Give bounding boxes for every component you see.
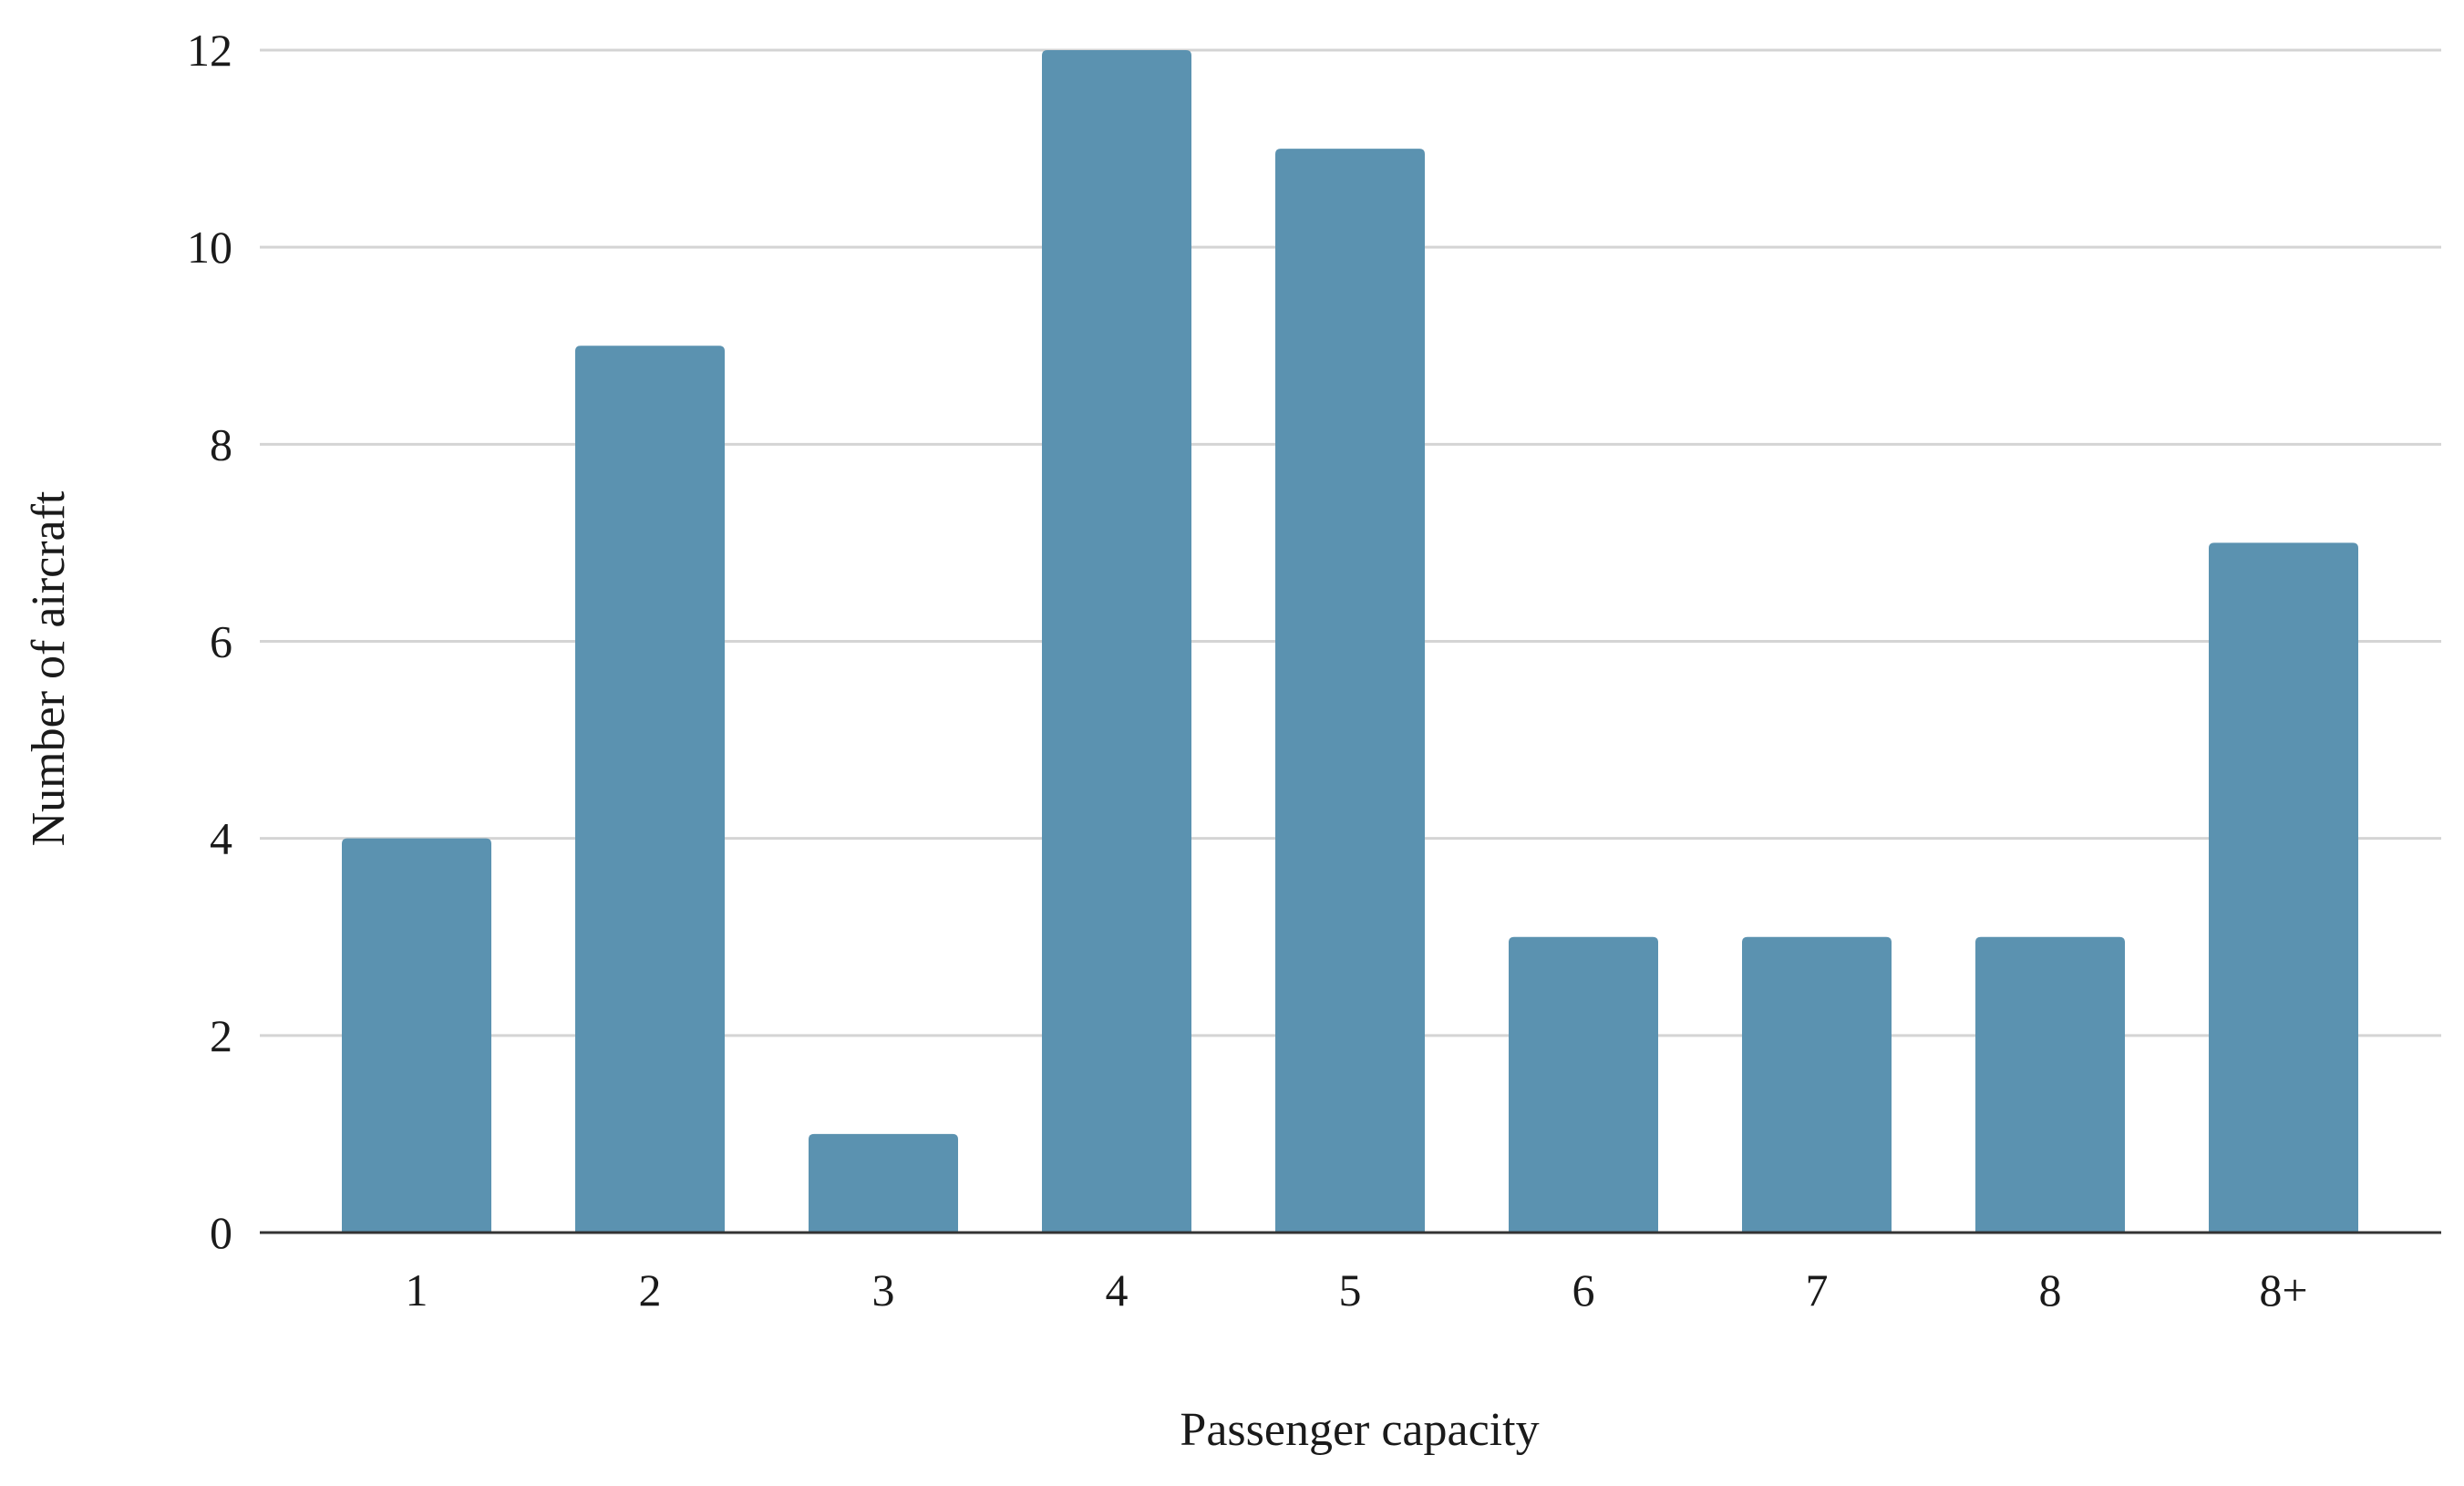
bars <box>342 50 2358 1233</box>
x-tick-label: 2 <box>639 1264 662 1316</box>
bar-1 <box>342 838 491 1233</box>
y-tick-label: 0 <box>210 1207 232 1258</box>
bar-3 <box>809 1133 958 1233</box>
bar-7 <box>1742 936 1892 1233</box>
y-tick-label: 6 <box>210 616 232 667</box>
y-axis-title: Number of aircraft <box>23 490 75 846</box>
x-tick-label: 3 <box>872 1264 895 1316</box>
bar-2 <box>575 346 725 1233</box>
x-tick-label: 5 <box>1339 1264 1362 1316</box>
y-tick-label: 10 <box>187 222 232 273</box>
x-tick-label: 1 <box>406 1264 428 1316</box>
bar-8 <box>1975 936 2125 1233</box>
x-tick-labels: 1 2 3 4 5 6 7 8 8+ <box>406 1264 2308 1316</box>
x-tick-label: 8 <box>2039 1264 2062 1316</box>
y-tick-labels: 0 2 4 6 8 10 12 <box>187 25 232 1258</box>
x-tick-label: 6 <box>1572 1264 1595 1316</box>
x-tick-label: 8+ <box>2259 1264 2307 1316</box>
y-tick-label: 2 <box>210 1010 232 1061</box>
bar-4 <box>1042 50 1191 1233</box>
bar-8+ <box>2209 542 2358 1233</box>
y-tick-label: 8 <box>210 418 232 470</box>
bar-5 <box>1275 149 1425 1233</box>
y-tick-label: 4 <box>210 813 232 864</box>
x-axis-title: Passenger capacity <box>1180 1404 1539 1456</box>
bar-6 <box>1509 936 1658 1233</box>
y-tick-label: 12 <box>187 25 232 76</box>
x-tick-label: 4 <box>1106 1264 1129 1316</box>
x-tick-label: 7 <box>1806 1264 1829 1316</box>
